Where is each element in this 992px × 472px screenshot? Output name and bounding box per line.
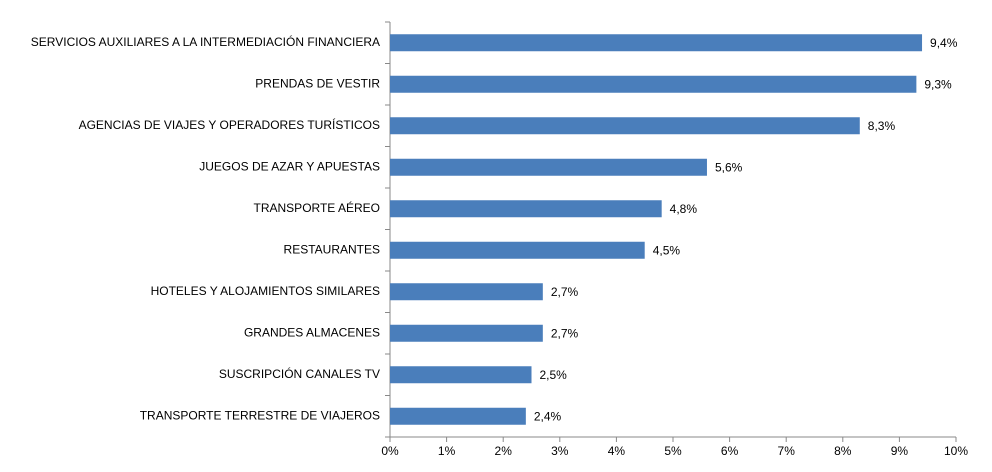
value-label: 4,5%	[653, 243, 681, 257]
x-tick-label: 7%	[778, 444, 796, 458]
bar	[390, 158, 707, 176]
x-tick-label: 0%	[381, 444, 399, 458]
value-label: 2,7%	[551, 285, 579, 299]
y-tick-label: SERVICIOS AUXILIARES A LA INTERMEDIACIÓN…	[31, 34, 380, 49]
bar	[390, 366, 532, 384]
y-tick-label: PRENDAS DE VESTIR	[255, 76, 380, 90]
bar	[390, 283, 543, 301]
y-tick-label: HOTELES Y ALOJAMIENTOS SIMILARES	[151, 284, 380, 298]
x-tick-label: 4%	[608, 444, 626, 458]
value-label: 4,8%	[670, 202, 698, 216]
x-tick-label: 3%	[551, 444, 569, 458]
value-label: 8,3%	[868, 119, 896, 133]
value-label: 9,3%	[924, 77, 952, 91]
value-label: 2,7%	[551, 326, 579, 340]
x-tick-label: 10%	[944, 444, 968, 458]
bar	[390, 241, 645, 259]
y-tick-label: TRANSPORTE TERRESTRE DE VIAJEROS	[140, 408, 380, 422]
x-tick-label: 1%	[438, 444, 456, 458]
bar	[390, 75, 917, 93]
y-tick-label: TRANSPORTE AÉREO	[254, 200, 380, 215]
x-tick-label: 8%	[834, 444, 852, 458]
value-label: 2,4%	[534, 409, 562, 423]
x-tick-label: 9%	[891, 444, 909, 458]
y-tick-label: RESTAURANTES	[284, 242, 380, 256]
bar	[390, 324, 543, 342]
bar	[390, 200, 662, 218]
bar	[390, 34, 923, 52]
x-tick-label: 6%	[721, 444, 739, 458]
y-tick-label: GRANDES ALMACENES	[244, 325, 380, 339]
y-tick-label: AGENCIAS DE VIAJES Y OPERADORES TURÍSTIC…	[79, 117, 380, 132]
bar	[390, 407, 526, 425]
value-label: 5,6%	[715, 160, 743, 174]
bar	[390, 117, 860, 135]
x-tick-label: 2%	[495, 444, 513, 458]
value-label: 2,5%	[540, 368, 568, 382]
x-tick-label: 5%	[664, 444, 682, 458]
y-tick-label: JUEGOS DE AZAR Y APUESTAS	[199, 159, 380, 173]
value-label: 9,4%	[930, 36, 958, 50]
y-tick-label: SUSCRIPCIÓN CANALES TV	[219, 366, 380, 381]
